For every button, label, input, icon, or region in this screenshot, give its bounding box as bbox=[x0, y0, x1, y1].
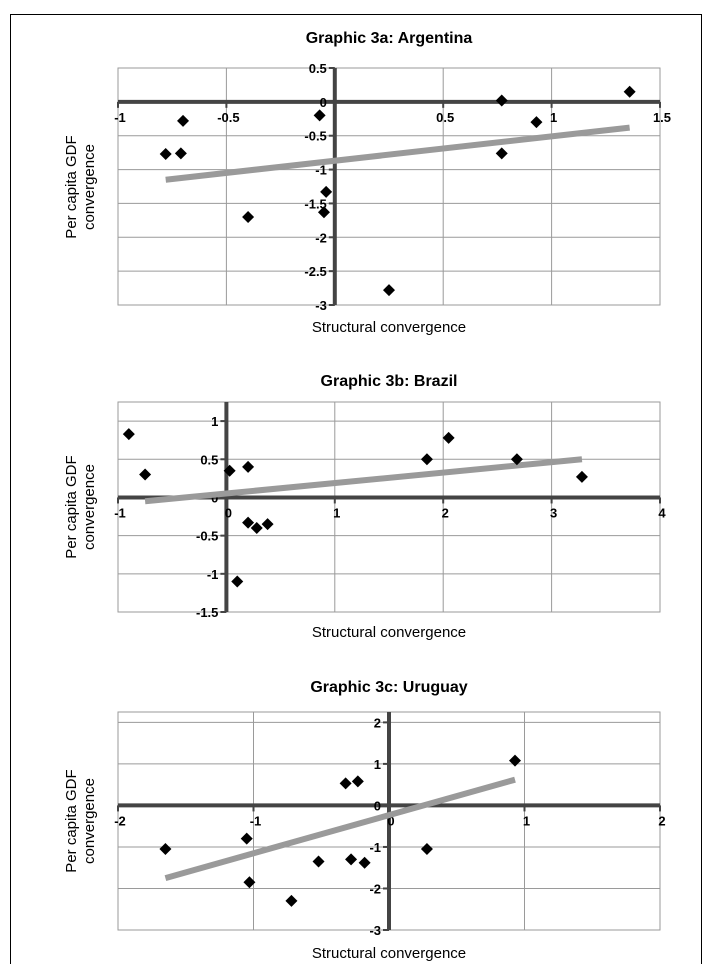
data-point bbox=[242, 460, 255, 473]
data-point bbox=[240, 832, 253, 845]
y-axis-label: Per capita GDFconvergence bbox=[63, 455, 98, 558]
chart-title: Graphic 3c: Uruguay bbox=[310, 679, 467, 696]
trend-line bbox=[164, 776, 516, 881]
chart-panel-2: Graphic 3b: Brazil -1 0 1 2 3 4 1 0.5 0 -0.5 -1 -1.5… bbox=[63, 373, 666, 641]
x-tick-label: -0.5 bbox=[217, 110, 239, 125]
data-point bbox=[420, 453, 433, 466]
chart-title: Graphic 3a: Argentina bbox=[306, 30, 473, 47]
x-tick-label: 2 bbox=[442, 505, 449, 520]
x-axis-label: Structural convergence bbox=[312, 624, 466, 641]
y-axis-label: Per capita GDFconvergence bbox=[63, 135, 98, 238]
y-tick-label: -1.5 bbox=[304, 196, 326, 211]
data-point bbox=[159, 147, 172, 160]
data-point bbox=[345, 853, 358, 866]
data-point bbox=[442, 431, 455, 444]
x-axis-label: Structural convergence bbox=[312, 319, 466, 336]
chart-panel-1: Graphic 3a: Argentina -1 -0.5 0.5 1 1.5 0.5 0 -0… bbox=[63, 30, 671, 336]
x-axis-label: Structural convergence bbox=[312, 945, 466, 962]
x-tick-label: 1 bbox=[333, 505, 340, 520]
plot-area-border bbox=[117, 67, 661, 306]
x-tick-label: -1 bbox=[114, 505, 126, 520]
data-point bbox=[339, 777, 352, 790]
x-tick-label: 1.5 bbox=[653, 110, 671, 125]
x-tick-label: 1 bbox=[523, 813, 530, 828]
y-tick-label: 0.5 bbox=[309, 61, 327, 76]
chart-panel-3: Graphic 3c: Uruguay -2 -1 0 1 2 2 1 0 -1 -2 -3 Struc… bbox=[63, 679, 666, 962]
data-point bbox=[510, 453, 523, 466]
data-point bbox=[358, 856, 371, 869]
y-tick-label: -2 bbox=[315, 230, 327, 245]
y-tick-label: -1 bbox=[369, 840, 381, 855]
x-tick-label: -1 bbox=[114, 110, 126, 125]
data-point bbox=[242, 210, 255, 223]
y-tick-label: -2 bbox=[369, 881, 381, 896]
data-point bbox=[122, 428, 135, 441]
data-point bbox=[223, 464, 236, 477]
y-tick-label: 1 bbox=[211, 414, 218, 429]
y-tick-label: -0.5 bbox=[304, 129, 326, 144]
y-tick-label: 2 bbox=[374, 715, 381, 730]
x-tick-label: 0 bbox=[225, 505, 232, 520]
data-point bbox=[285, 894, 298, 907]
data-point bbox=[495, 147, 508, 160]
data-point bbox=[261, 518, 274, 531]
data-point bbox=[495, 94, 508, 107]
figure-frame bbox=[10, 14, 702, 964]
data-point bbox=[530, 116, 543, 129]
y-tick-label: -2.5 bbox=[304, 264, 326, 279]
data-point bbox=[351, 775, 364, 788]
chart-title: Graphic 3b: Brazil bbox=[321, 373, 458, 390]
data-point bbox=[139, 468, 152, 481]
y-tick-label: 1 bbox=[374, 757, 381, 772]
x-tick-label: 0 bbox=[387, 813, 394, 828]
trend-line bbox=[144, 456, 583, 505]
plot-area-border bbox=[117, 401, 661, 613]
data-point bbox=[575, 470, 588, 483]
x-tick-label: -1 bbox=[250, 813, 262, 828]
y-tick-label: 0 bbox=[320, 95, 327, 110]
data-point bbox=[159, 843, 172, 856]
data-point bbox=[231, 575, 244, 588]
data-point bbox=[243, 876, 256, 889]
data-point bbox=[317, 206, 330, 219]
data-point bbox=[509, 754, 522, 767]
x-tick-label: -2 bbox=[114, 813, 126, 828]
x-tick-label: 1 bbox=[550, 110, 557, 125]
x-tick-label: 4 bbox=[658, 505, 666, 520]
trend-line bbox=[165, 124, 630, 183]
y-tick-label: -1 bbox=[207, 567, 219, 582]
y-axis-label: Per capita GDFconvergence bbox=[63, 769, 98, 872]
y-tick-label: -1 bbox=[315, 163, 327, 178]
y-tick-label: -3 bbox=[315, 298, 327, 313]
x-tick-label: 2 bbox=[658, 813, 665, 828]
y-tick-label: 0 bbox=[211, 490, 218, 505]
data-point bbox=[420, 843, 433, 856]
data-point bbox=[174, 147, 187, 160]
data-point bbox=[313, 109, 326, 122]
x-tick-label: 0.5 bbox=[436, 110, 454, 125]
y-tick-label: 0 bbox=[374, 798, 381, 813]
data-point bbox=[320, 185, 333, 198]
x-tick-label: 3 bbox=[550, 505, 557, 520]
y-tick-label: -3 bbox=[369, 923, 381, 938]
data-point bbox=[623, 85, 636, 98]
y-tick-label: -0.5 bbox=[196, 529, 218, 544]
y-tick-label: -1.5 bbox=[196, 605, 218, 620]
data-point bbox=[250, 522, 263, 534]
data-point bbox=[242, 516, 255, 529]
data-point bbox=[312, 855, 325, 868]
y-tick-label: 0.5 bbox=[200, 452, 218, 467]
data-point bbox=[177, 114, 190, 127]
data-point bbox=[383, 284, 395, 297]
